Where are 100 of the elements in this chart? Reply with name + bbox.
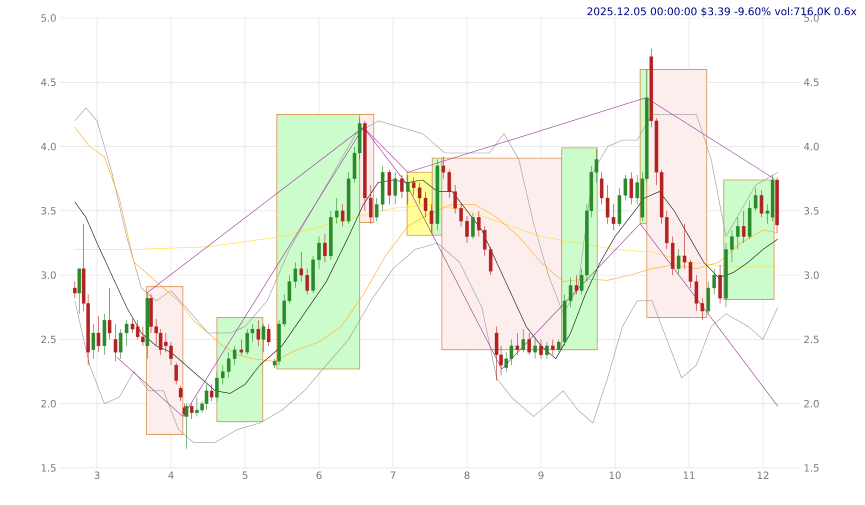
y-tick-label: 2.5 [41, 336, 56, 344]
y-tick-label: 4.0 [41, 142, 56, 150]
candlestick [388, 169, 392, 205]
y-tick-label: 2.0 [41, 400, 56, 408]
candlestick [340, 204, 344, 227]
y2-tick-label: 4.5 [804, 78, 819, 86]
y2-tick-label: 2.5 [804, 336, 819, 344]
candlestick [418, 182, 422, 205]
candlestick [712, 268, 716, 295]
x-tick-label: 10 [610, 472, 621, 480]
candlestick [600, 172, 604, 205]
candlestick [453, 184, 457, 214]
candlestick [488, 246, 492, 276]
candlestick [226, 352, 231, 378]
x-tick-label: 11 [684, 472, 694, 479]
candlestick [730, 230, 734, 263]
candlestick [742, 210, 746, 244]
x-tick-label: 3 [94, 472, 100, 480]
candlestick [178, 385, 182, 402]
candlestick [114, 324, 118, 362]
candlestick [533, 336, 537, 360]
x-tick-label: 5 [242, 472, 248, 479]
y2-tick-label: 5.0 [804, 14, 819, 22]
x-tick-label: 8 [464, 472, 470, 480]
candlestick [406, 174, 410, 205]
candlestick [624, 174, 628, 201]
candlestick [556, 339, 561, 353]
candlestick [694, 274, 698, 312]
candlestick [551, 339, 555, 356]
candlestick [424, 191, 428, 218]
candlestick [545, 342, 549, 360]
y2-tick-label: 3.0 [804, 271, 819, 279]
x-tick-label: 12 [758, 472, 768, 479]
candlestick [442, 156, 446, 180]
candlestick [521, 328, 526, 353]
candlestick [539, 339, 543, 360]
candlestick [215, 371, 219, 402]
candlestick [73, 281, 77, 299]
candlestick [700, 298, 704, 320]
y-tick-label: 4.5 [41, 78, 56, 86]
y2-tick-label: 4.0 [804, 142, 819, 150]
candlestick [760, 190, 764, 218]
candlestick [124, 320, 128, 346]
x-tick-label: 9 [538, 472, 544, 480]
candlestick [527, 332, 531, 356]
x-tick-label: 6 [316, 472, 322, 480]
y2-tick-label: 1.5 [804, 464, 819, 472]
candlestick [240, 339, 244, 356]
candlestick [294, 262, 298, 288]
candlestick [92, 324, 96, 360]
candlestick [369, 184, 373, 224]
candlestick [447, 169, 452, 198]
candlestick [612, 204, 616, 230]
candlestick [736, 216, 740, 250]
candlestick [754, 187, 758, 212]
candlestick [305, 268, 309, 295]
candlestick [688, 259, 692, 288]
candlestick [568, 277, 572, 308]
candlestick [676, 249, 680, 276]
y-tick-label: 3.0 [41, 271, 56, 279]
candlestick [374, 198, 378, 222]
candlestick [465, 216, 469, 244]
candlestick [482, 226, 487, 256]
y-tick-label: 5.0 [41, 14, 56, 22]
y2-tick-label: 3.5 [804, 207, 819, 215]
candlestick [459, 202, 463, 227]
candlestick [299, 252, 304, 282]
candlestick [221, 364, 225, 385]
candlestick [477, 210, 481, 237]
candlestick [471, 213, 475, 240]
candlestick [630, 172, 634, 205]
candlestick [108, 288, 112, 340]
candlestick [706, 281, 710, 314]
candlestick [96, 316, 100, 353]
candlestick [718, 264, 722, 304]
x-tick-label: 4 [168, 472, 174, 479]
candlestick [516, 332, 520, 356]
y2-tick-label: 2.0 [804, 400, 819, 408]
candlestick [118, 328, 122, 360]
candlestick [232, 346, 236, 366]
candlestick [334, 198, 339, 224]
candlestick [317, 236, 321, 270]
candlestick [606, 184, 610, 224]
chart-title: 2025.12.05 00:00:00 $3.39 -9.60% vol:716.0K 0.6x [587, 7, 856, 17]
candlestick [682, 223, 686, 270]
candlestick [174, 362, 178, 385]
y-tick-label: 1.5 [42, 464, 56, 472]
candlestick [210, 384, 214, 402]
candlestick [266, 324, 270, 346]
candlestick [430, 204, 434, 234]
candlestick [393, 172, 398, 205]
candlestick [400, 174, 404, 198]
candlestick [256, 320, 260, 346]
x-tick-label: 7 [390, 472, 396, 479]
candlestick [574, 274, 578, 295]
candlestick [412, 177, 416, 196]
candlestick [262, 324, 266, 353]
candlestick [323, 234, 327, 263]
candlestick [190, 403, 194, 420]
y-tick-label: 3.5 [41, 207, 56, 215]
